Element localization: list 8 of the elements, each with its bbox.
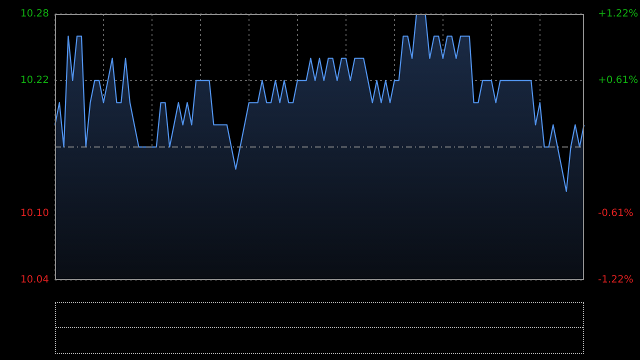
y-tick-label: 10.28 [20, 8, 49, 20]
y2-tick-label: +1.22% [598, 8, 638, 20]
y2-tick-label: +0.61% [598, 75, 638, 86]
y2-tick-label: -0.61% [598, 208, 634, 220]
y-tick-label: 10.10 [20, 208, 49, 220]
y-tick-label: 10.04 [20, 274, 49, 286]
y2-tick-label: -1.22% [598, 274, 634, 286]
y-tick-label: 10.22 [20, 75, 49, 86]
